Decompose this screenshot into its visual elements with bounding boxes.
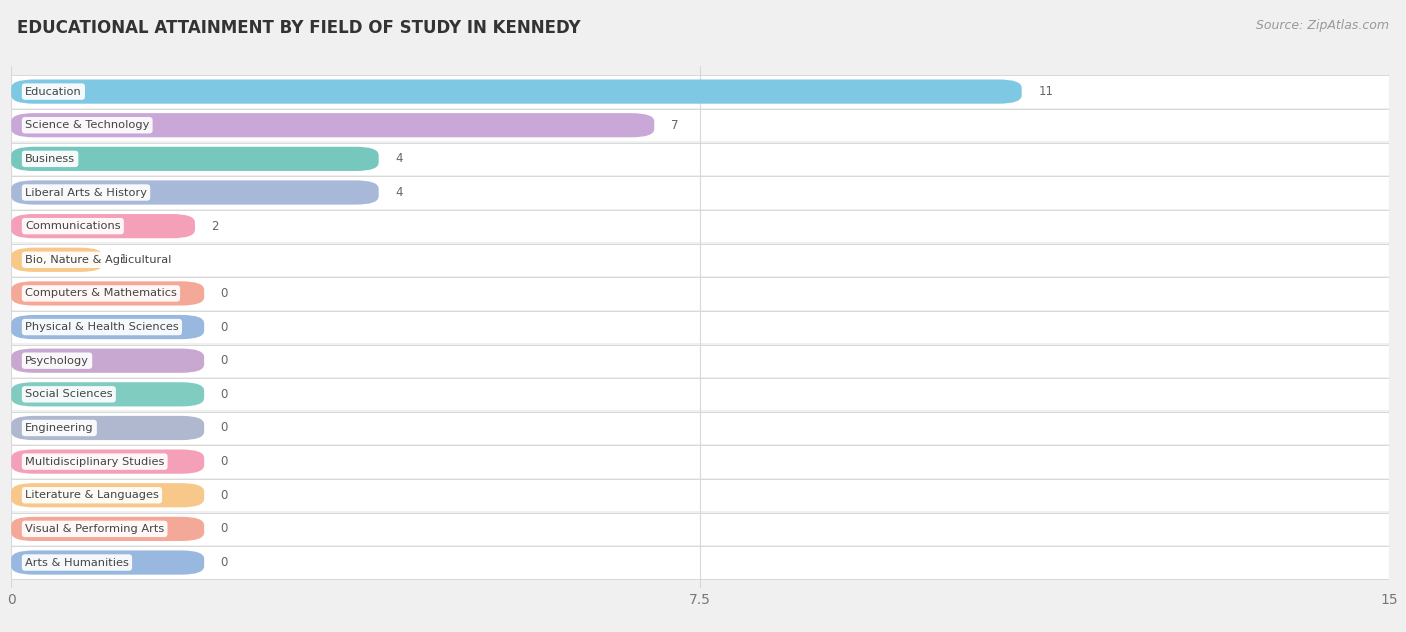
Text: 0: 0 [221, 320, 228, 334]
Text: 0: 0 [221, 523, 228, 535]
FancyBboxPatch shape [11, 109, 1389, 142]
Text: Computers & Mathematics: Computers & Mathematics [25, 288, 177, 298]
FancyBboxPatch shape [11, 412, 1389, 444]
Text: Arts & Humanities: Arts & Humanities [25, 557, 129, 568]
Text: 4: 4 [395, 152, 402, 166]
Text: 0: 0 [221, 287, 228, 300]
FancyBboxPatch shape [11, 210, 1389, 242]
Text: Bio, Nature & Agricultural: Bio, Nature & Agricultural [25, 255, 172, 265]
FancyBboxPatch shape [11, 113, 654, 137]
Text: 1: 1 [120, 253, 127, 266]
Text: Education: Education [25, 87, 82, 97]
Text: Communications: Communications [25, 221, 121, 231]
FancyBboxPatch shape [11, 75, 1389, 107]
Text: Source: ZipAtlas.com: Source: ZipAtlas.com [1256, 19, 1389, 32]
FancyBboxPatch shape [11, 311, 1389, 343]
Text: 11: 11 [1038, 85, 1053, 98]
FancyBboxPatch shape [11, 416, 204, 440]
FancyBboxPatch shape [11, 517, 204, 541]
FancyBboxPatch shape [11, 344, 1389, 377]
Text: Liberal Arts & History: Liberal Arts & History [25, 188, 148, 198]
FancyBboxPatch shape [11, 143, 1389, 175]
Text: Social Sciences: Social Sciences [25, 389, 112, 399]
Text: Literature & Languages: Literature & Languages [25, 490, 159, 501]
Text: Physical & Health Sciences: Physical & Health Sciences [25, 322, 179, 332]
Text: 7: 7 [671, 119, 678, 131]
FancyBboxPatch shape [11, 479, 1389, 511]
FancyBboxPatch shape [11, 248, 103, 272]
Text: 0: 0 [221, 388, 228, 401]
Text: Business: Business [25, 154, 75, 164]
Text: Visual & Performing Arts: Visual & Performing Arts [25, 524, 165, 534]
Text: 2: 2 [211, 220, 219, 233]
Text: 0: 0 [221, 422, 228, 434]
FancyBboxPatch shape [11, 277, 1389, 310]
FancyBboxPatch shape [11, 513, 1389, 545]
FancyBboxPatch shape [11, 378, 1389, 411]
FancyBboxPatch shape [11, 147, 378, 171]
Text: EDUCATIONAL ATTAINMENT BY FIELD OF STUDY IN KENNEDY: EDUCATIONAL ATTAINMENT BY FIELD OF STUDY… [17, 19, 581, 37]
FancyBboxPatch shape [11, 547, 1389, 579]
FancyBboxPatch shape [11, 483, 204, 507]
FancyBboxPatch shape [11, 80, 1022, 104]
Text: 0: 0 [221, 489, 228, 502]
Text: Science & Technology: Science & Technology [25, 120, 149, 130]
Text: 0: 0 [221, 556, 228, 569]
Text: Engineering: Engineering [25, 423, 94, 433]
Text: Psychology: Psychology [25, 356, 89, 366]
Text: 4: 4 [395, 186, 402, 199]
Text: 0: 0 [221, 354, 228, 367]
FancyBboxPatch shape [11, 176, 1389, 209]
FancyBboxPatch shape [11, 214, 195, 238]
Text: Multidisciplinary Studies: Multidisciplinary Studies [25, 456, 165, 466]
Text: 0: 0 [221, 455, 228, 468]
FancyBboxPatch shape [11, 180, 378, 205]
FancyBboxPatch shape [11, 349, 204, 373]
FancyBboxPatch shape [11, 281, 204, 305]
FancyBboxPatch shape [11, 449, 204, 474]
FancyBboxPatch shape [11, 244, 1389, 276]
FancyBboxPatch shape [11, 315, 204, 339]
FancyBboxPatch shape [11, 446, 1389, 478]
FancyBboxPatch shape [11, 550, 204, 574]
FancyBboxPatch shape [11, 382, 204, 406]
